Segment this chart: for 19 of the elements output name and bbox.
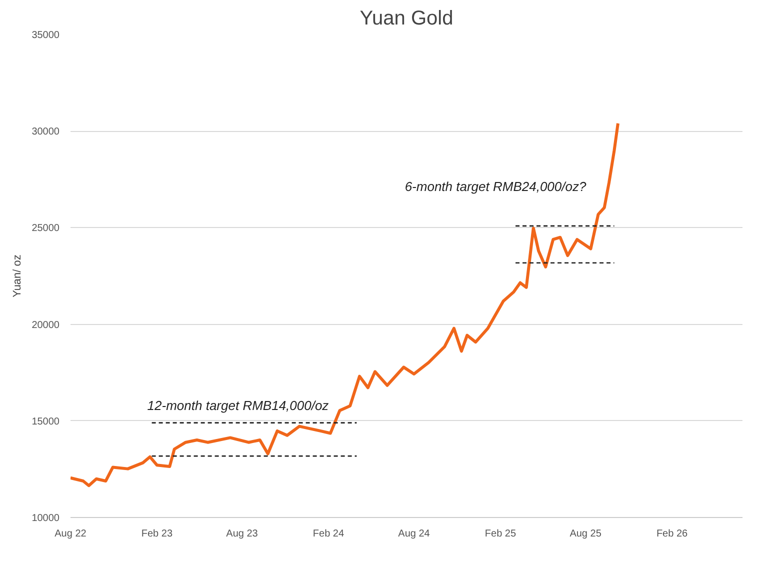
line-series bbox=[70, 122, 620, 488]
x-tick-label: Feb 26 bbox=[656, 528, 688, 540]
x-tick-label: Aug 24 bbox=[398, 528, 430, 540]
x-tick-label: Feb 24 bbox=[312, 528, 344, 540]
annotation: 6-month target RMB24,000/oz? bbox=[404, 178, 587, 194]
annotation: 12-month target RMB14,000/oz bbox=[147, 398, 330, 413]
x-tick-label: Feb 25 bbox=[484, 528, 516, 540]
x-tick-label: Feb 23 bbox=[141, 528, 173, 540]
y-axis-title: Yuan/ oz bbox=[12, 254, 24, 298]
y-tick-label: 20000 bbox=[32, 320, 60, 331]
y-tick-label: 10000 bbox=[32, 513, 60, 524]
y-tick-label: 35000 bbox=[32, 30, 60, 41]
x-tick-label: Aug 22 bbox=[54, 528, 87, 540]
y-tick-label: 30000 bbox=[32, 126, 60, 138]
x-tick-label: Aug 23 bbox=[226, 528, 258, 540]
y-tick-label: 25000 bbox=[32, 223, 60, 234]
x-tick-label: Aug 25 bbox=[570, 528, 602, 540]
y-tick-label: 15000 bbox=[32, 416, 60, 428]
chart-title: Yuan Gold bbox=[360, 8, 454, 30]
